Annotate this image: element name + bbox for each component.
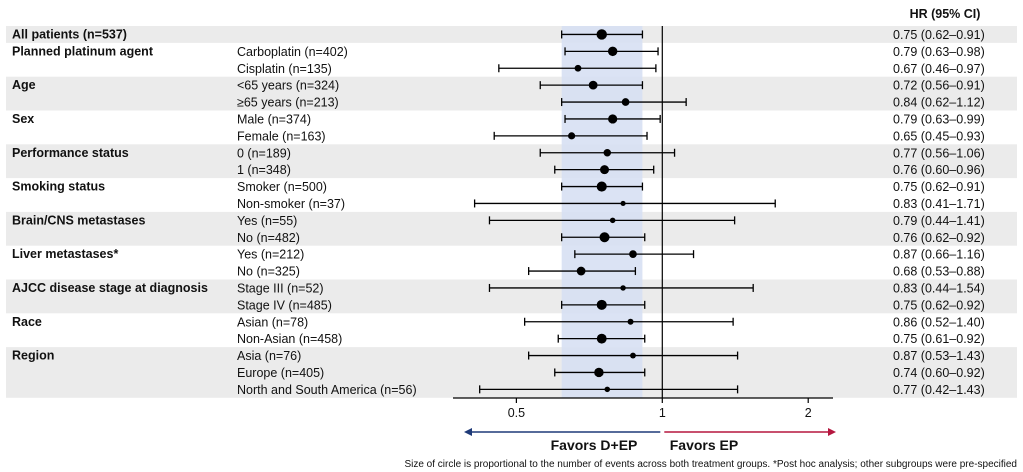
hr-value: 0.77 (0.56–1.06) (893, 146, 985, 160)
subgroup-label: All patients (n=537) (12, 28, 127, 42)
subgroup-category: ≥65 years (n=213) (237, 96, 339, 110)
subgroup-category: Female (n=163) (237, 129, 326, 143)
hr-point (604, 386, 611, 393)
hr-point (596, 333, 607, 344)
axis-tick-label: 2 (805, 406, 812, 420)
subgroup-category: Carboplatin (n=402) (237, 45, 348, 59)
hr-column-title: HR (95% CI) (910, 7, 981, 21)
hr-value: 0.84 (0.62–1.12) (893, 96, 985, 110)
subgroup-category: North and South America (n=56) (237, 383, 417, 397)
hr-value: 0.75 (0.61–0.92) (893, 332, 985, 346)
subgroup-labels: All patients (n=537) Planned platinum age… (12, 28, 417, 397)
hr-value: 0.86 (0.52–1.40) (893, 315, 985, 329)
hr-value: 0.67 (0.46–0.97) (893, 62, 985, 76)
subgroup-label: Liver metastases* (12, 247, 118, 261)
subgroup-category: Non-smoker (n=37) (237, 197, 345, 211)
row-band (6, 76, 1017, 111)
hr-point (630, 352, 636, 359)
hr-value: 0.79 (0.44–1.41) (893, 214, 985, 228)
subgroup-label: Brain/CNS metastases (12, 213, 145, 227)
hr-value: 0.75 (0.62–0.92) (893, 298, 985, 312)
row-band (6, 347, 1017, 398)
hr-value: 0.77 (0.42–1.43) (893, 383, 985, 397)
hr-value: 0.87 (0.53–1.43) (893, 349, 985, 363)
x-axis: 0.5 1 2 (453, 26, 833, 420)
hr-point (603, 149, 612, 157)
subgroup-category: Male (n=374) (237, 112, 311, 126)
hr-point (568, 132, 576, 140)
subgroup-category: No (n=325) (237, 265, 300, 279)
subgroup-label: Performance status (12, 146, 129, 160)
favors-left-arrowhead (464, 428, 472, 436)
plot-marks (473, 29, 776, 394)
hr-point (596, 29, 607, 40)
row-band (6, 211, 1017, 246)
hr-value: 0.79 (0.63–0.99) (893, 112, 985, 126)
subgroup-label: Smoking status (12, 180, 105, 194)
hr-point (600, 165, 610, 175)
hr-column: HR (95% CI) 0.75 (0.62–0.91) 0.79 (0.63–0… (893, 7, 985, 397)
hr-value: 0.75 (0.62–0.91) (893, 28, 985, 42)
subgroup-category: Stage IV (n=485) (237, 298, 332, 312)
subgroup-label: AJCC disease stage at diagnosis (12, 281, 208, 295)
subgroup-category: Yes (n=55) (237, 214, 297, 228)
hr-point (599, 232, 610, 243)
subgroup-category: 0 (n=189) (237, 146, 291, 160)
subgroup-category: Cisplatin (n=135) (237, 62, 332, 76)
subgroup-label: Sex (12, 112, 34, 126)
hr-value: 0.87 (0.66–1.16) (893, 248, 985, 262)
hr-point (609, 217, 616, 224)
hr-point (588, 80, 598, 90)
hr-point (596, 299, 607, 310)
subgroup-label: Region (12, 349, 54, 363)
axis-tick-label: 1 (659, 406, 666, 420)
hr-point (620, 200, 626, 206)
row-bands (6, 26, 1017, 398)
subgroup-label: Planned platinum agent (12, 44, 154, 58)
subgroup-category: Asian (n=78) (237, 315, 308, 329)
favors-arrows: Favors D+EP Favors EP (464, 428, 836, 453)
hr-value: 0.83 (0.41–1.71) (893, 197, 985, 211)
hr-point (629, 250, 637, 259)
hr-point (627, 318, 634, 325)
hr-value: 0.72 (0.56–0.91) (893, 79, 985, 93)
row-band (6, 26, 1017, 43)
subgroup-category: Europe (n=405) (237, 366, 324, 380)
hr-value: 0.75 (0.62–0.91) (893, 180, 985, 194)
hr-point (620, 285, 626, 291)
hr-point (608, 114, 618, 124)
hr-point (574, 64, 582, 72)
hr-value: 0.76 (0.62–0.92) (893, 231, 985, 245)
hr-value: 0.68 (0.53–0.88) (893, 265, 985, 279)
hr-value: 0.79 (0.63–0.98) (893, 45, 985, 59)
hr-point (621, 98, 630, 106)
row-band (6, 279, 1017, 314)
subgroup-label: Age (12, 78, 36, 92)
subgroup-category: Yes (n=212) (237, 248, 304, 262)
row-band (6, 144, 1017, 179)
hr-value: 0.76 (0.60–0.96) (893, 163, 985, 177)
subgroup-category: 1 (n=348) (237, 163, 291, 177)
hr-point (594, 367, 604, 378)
favors-right-arrowhead (828, 428, 836, 436)
subgroup-label: Race (12, 315, 42, 329)
hr-value: 0.65 (0.45–0.93) (893, 129, 985, 143)
favors-right-label: Favors EP (670, 437, 738, 453)
hr-point (607, 46, 618, 57)
subgroup-category: Asia (n=76) (237, 349, 301, 363)
hr-value: 0.83 (0.44–1.54) (893, 281, 985, 295)
subgroup-category: Non-Asian (n=458) (237, 332, 342, 346)
axis-tick-label: 0.5 (508, 406, 525, 420)
footnote: Size of circle is proportional to the nu… (404, 459, 1017, 470)
subgroup-category: No (n=482) (237, 231, 300, 245)
hr-point (596, 181, 607, 192)
subgroup-category: <65 years (n=324) (237, 79, 339, 93)
hr-value: 0.74 (0.60–0.92) (893, 366, 985, 380)
hr-point (576, 266, 586, 276)
subgroup-category: Smoker (n=500) (237, 180, 327, 194)
subgroup-category: Stage III (n=52) (237, 281, 324, 295)
favors-left-label: Favors D+EP (551, 437, 638, 453)
